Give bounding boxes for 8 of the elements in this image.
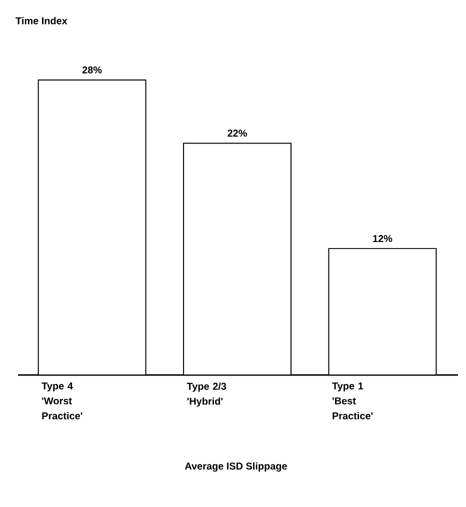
text: Time Index: [16, 17, 68, 24]
x-tick-label: Type 4 'Worst Practice': [42, 382, 82, 420]
data-label: 12%: [373, 235, 392, 242]
x-tick-label: Type 1 'Best Practice': [332, 382, 373, 420]
x-axis-title: Average ISD Slippage: [184, 462, 287, 472]
data-label: 22%: [228, 130, 247, 137]
x-tick-label: Type 2/3 'Hybrid': [186, 382, 226, 407]
data-label: 28%: [82, 66, 102, 74]
